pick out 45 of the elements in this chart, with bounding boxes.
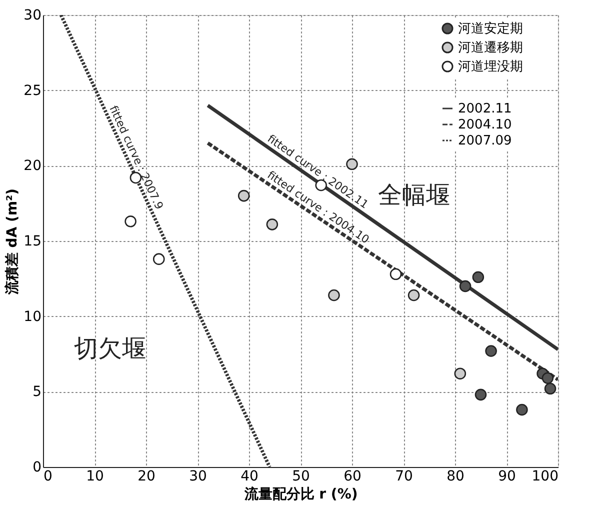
point [124, 216, 136, 228]
point [408, 289, 420, 302]
point [266, 218, 278, 230]
x-tick-label: 10 [86, 468, 104, 484]
x-tick-label: 50 [292, 468, 310, 484]
point [238, 190, 250, 202]
y-tick-label: 30 [24, 8, 42, 24]
point [485, 345, 497, 357]
point [328, 289, 340, 302]
x-tick-label: 0 [44, 468, 52, 484]
point [459, 280, 472, 292]
point [516, 404, 528, 416]
point [474, 388, 487, 401]
point [542, 372, 554, 384]
x-tick-label: 30 [189, 468, 207, 484]
y-tick-label: 25 [24, 82, 42, 99]
point [315, 179, 327, 192]
x-tick-label: 20 [138, 468, 156, 484]
legend-label: 2007.09 [458, 134, 512, 148]
point [454, 368, 466, 380]
x-axis-title: 流量配分比 r (%) [243, 486, 358, 502]
legend-label: 河道安定期 [458, 20, 523, 36]
x-tick-label: 80 [446, 468, 464, 484]
annotation: 全幅堰 [378, 180, 450, 209]
x-tick-label: 40 [240, 468, 258, 484]
point [346, 158, 358, 170]
y-axis-title: 流積差 dA (m²) [4, 188, 21, 296]
y-tick-label: 20 [24, 158, 42, 174]
legend-label: 河道遷移期 [458, 40, 523, 56]
y-tick-label: 15 [24, 234, 42, 250]
point [130, 172, 142, 184]
x-tick-label: 100 [532, 468, 558, 484]
point [152, 253, 165, 265]
legend-label: 2004.10 [458, 118, 512, 132]
point [544, 382, 556, 395]
legend-label: 2002.11 [458, 102, 512, 116]
y-tick-label: 10 [24, 308, 42, 325]
x-tick-label: 60 [344, 468, 362, 484]
x-tick-label: 70 [395, 468, 413, 484]
legend-label: 河道埋没期 [458, 60, 523, 74]
x-tick-label: 90 [498, 468, 516, 484]
point [390, 268, 402, 280]
point [472, 271, 484, 284]
y-tick-label: 5 [32, 384, 42, 400]
annotation: 切欠堰 [74, 334, 146, 362]
